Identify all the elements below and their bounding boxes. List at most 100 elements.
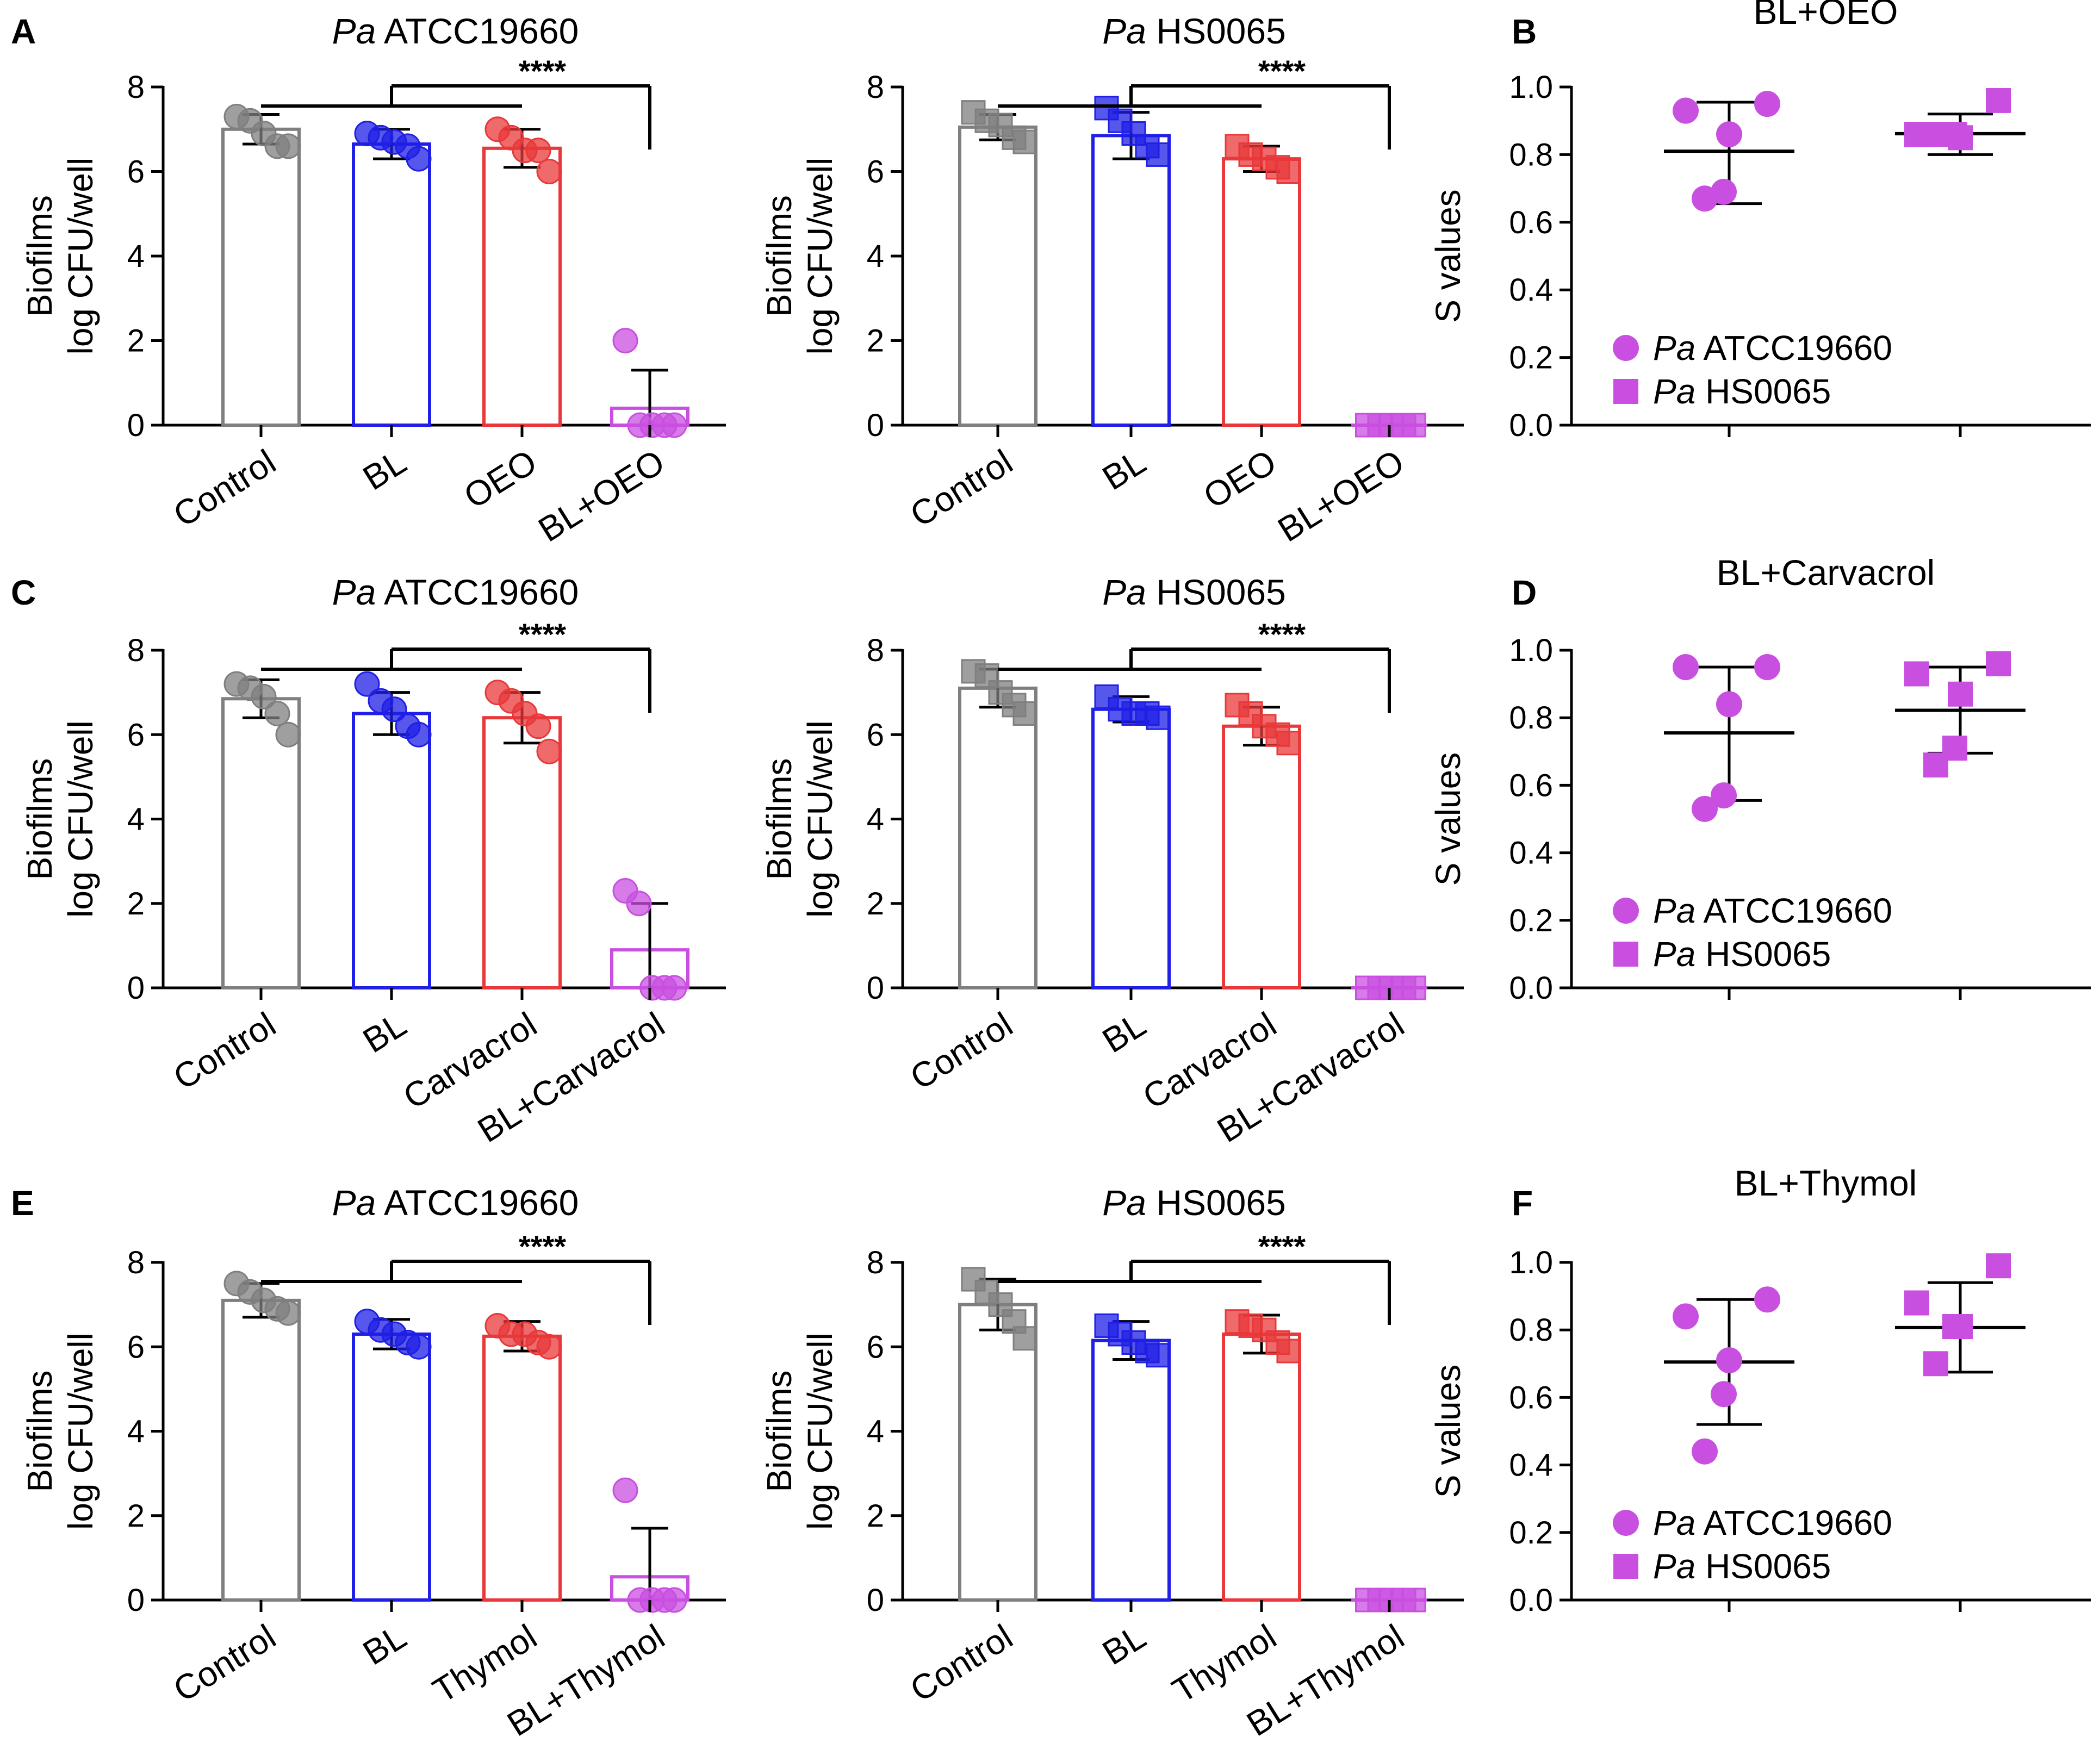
chart-title-rest: HS0065 bbox=[1146, 11, 1286, 51]
y-tick-label: 8 bbox=[127, 1245, 145, 1280]
bar bbox=[482, 146, 562, 427]
legend-label: Pa ATCC19660 bbox=[1653, 1503, 1892, 1542]
y-tick-label: 0.6 bbox=[1509, 1380, 1553, 1415]
data-point bbox=[406, 721, 432, 748]
data-point bbox=[1942, 1314, 1967, 1339]
y-tick-label: 8 bbox=[127, 633, 145, 668]
y-tick-label: 0.2 bbox=[1509, 1515, 1553, 1551]
data-point bbox=[1673, 654, 1699, 681]
x-tick-label: Control bbox=[903, 1617, 1019, 1709]
significance-label: **** bbox=[519, 617, 566, 651]
legend-marker bbox=[1613, 1510, 1639, 1536]
y-tick-label: 1.0 bbox=[1509, 1245, 1553, 1280]
data-point bbox=[661, 1587, 687, 1613]
y-tick-label: 0.6 bbox=[1509, 205, 1553, 240]
significance-label: **** bbox=[1258, 1229, 1306, 1263]
y-axis-label: Biofilms bbox=[760, 1370, 799, 1492]
data-point bbox=[1948, 681, 1973, 707]
chart-title-italic: Pa bbox=[1102, 11, 1146, 51]
chart-title-rest: ATCC19660 bbox=[376, 572, 579, 612]
y-tick-label: 2 bbox=[127, 1498, 145, 1534]
x-tick-label: Control bbox=[903, 1005, 1019, 1097]
x-tick-label: BL bbox=[1096, 442, 1153, 498]
x-tick-label: Control bbox=[166, 442, 282, 534]
y-tick-label: 0 bbox=[867, 408, 884, 443]
data-point bbox=[1692, 1438, 1718, 1465]
y-tick-label: 0.0 bbox=[1509, 408, 1553, 443]
chart-title: Pa HS0065 bbox=[1102, 11, 1286, 51]
bar bbox=[1222, 1332, 1301, 1602]
chart-title-rest: ATCC19660 bbox=[376, 11, 579, 51]
y-tick-label: 0.2 bbox=[1509, 340, 1553, 376]
chart-title-italic: Pa bbox=[332, 11, 376, 51]
significance-label: **** bbox=[1258, 617, 1306, 651]
panel-label: A bbox=[11, 12, 36, 51]
panel-label: E bbox=[11, 1184, 34, 1223]
legend-label: Pa HS0065 bbox=[1653, 372, 1831, 411]
data-point bbox=[354, 671, 380, 697]
legend-marker bbox=[1613, 942, 1638, 967]
y-tick-label: 4 bbox=[867, 1414, 884, 1449]
y-tick-label: 0.0 bbox=[1509, 1583, 1553, 1618]
chart-title-rest: HS0065 bbox=[1146, 572, 1286, 612]
legend-label: Pa HS0065 bbox=[1653, 1547, 1831, 1586]
y-tick-label: 4 bbox=[127, 1414, 145, 1449]
data-point bbox=[1673, 97, 1699, 124]
bar-chart-4: Pa HS0065 0 2 4 6 8 Biofilms log CFU/well Contro… bbox=[760, 572, 1464, 1150]
x-tick-label: Control bbox=[166, 1617, 282, 1709]
data-point bbox=[536, 738, 562, 764]
y-axis-label: S values bbox=[1428, 1365, 1468, 1498]
data-point bbox=[1401, 975, 1426, 1000]
bar-chart-7: Pa HS0065 0 2 4 6 8 Biofilms log CFU/well Contro… bbox=[760, 1182, 1464, 1743]
legend-label-rest: ATCC19660 bbox=[1695, 891, 1892, 930]
y-axis-label: Biofilms bbox=[20, 1370, 59, 1492]
data-point bbox=[1754, 91, 1780, 117]
bar bbox=[958, 125, 1037, 427]
y-tick-label: 6 bbox=[127, 154, 145, 190]
legend-marker bbox=[1613, 898, 1639, 924]
data-point bbox=[1276, 1339, 1301, 1364]
y-tick-label: 0 bbox=[867, 970, 884, 1006]
y-tick-label: 2 bbox=[867, 1498, 884, 1534]
data-point bbox=[1754, 1286, 1780, 1313]
y-tick-label: 6 bbox=[867, 154, 884, 190]
data-point bbox=[275, 1300, 301, 1326]
y-tick-label: 6 bbox=[127, 1329, 145, 1365]
data-point bbox=[1986, 651, 2011, 676]
legend-label-italic: Pa bbox=[1653, 372, 1695, 411]
x-tick-label: BL bbox=[1096, 1617, 1153, 1673]
bar bbox=[1222, 157, 1301, 427]
y-tick-label: 8 bbox=[127, 70, 145, 105]
bar bbox=[482, 1334, 562, 1602]
x-tick-label: Control bbox=[166, 1005, 282, 1097]
chart-title-rest: HS0065 bbox=[1146, 1182, 1286, 1223]
y-tick-label: 6 bbox=[867, 717, 884, 752]
x-tick-label: BL bbox=[356, 1005, 413, 1061]
chart-title: Pa ATCC19660 bbox=[332, 11, 579, 51]
y-tick-label: 0.2 bbox=[1509, 903, 1553, 938]
bar bbox=[1091, 707, 1171, 990]
y-tick-label: 0.4 bbox=[1509, 1448, 1553, 1483]
data-point bbox=[525, 713, 551, 739]
significance-label: **** bbox=[1258, 54, 1306, 88]
y-tick-label: 8 bbox=[867, 1245, 884, 1280]
legend-marker bbox=[1613, 335, 1639, 361]
data-point bbox=[1012, 1326, 1037, 1351]
data-point bbox=[264, 700, 290, 726]
x-tick-label: BL bbox=[1096, 1005, 1153, 1061]
legend-label-rest: ATCC19660 bbox=[1695, 328, 1892, 368]
data-point bbox=[1012, 701, 1037, 726]
data-point bbox=[661, 412, 687, 438]
y-tick-label: 1.0 bbox=[1509, 633, 1553, 668]
panel-label: C bbox=[11, 573, 36, 612]
x-tick-label: OEO bbox=[1197, 442, 1283, 516]
y-axis-label: Biofilms bbox=[20, 758, 59, 880]
bar bbox=[221, 127, 301, 427]
data-point bbox=[1986, 1253, 2011, 1279]
bar bbox=[1091, 134, 1171, 427]
x-tick-label: BL bbox=[356, 442, 413, 498]
y-axis-label: log CFU/well bbox=[800, 158, 840, 355]
y-tick-label: 1.0 bbox=[1509, 70, 1553, 105]
y-axis-label: log CFU/well bbox=[61, 158, 100, 355]
